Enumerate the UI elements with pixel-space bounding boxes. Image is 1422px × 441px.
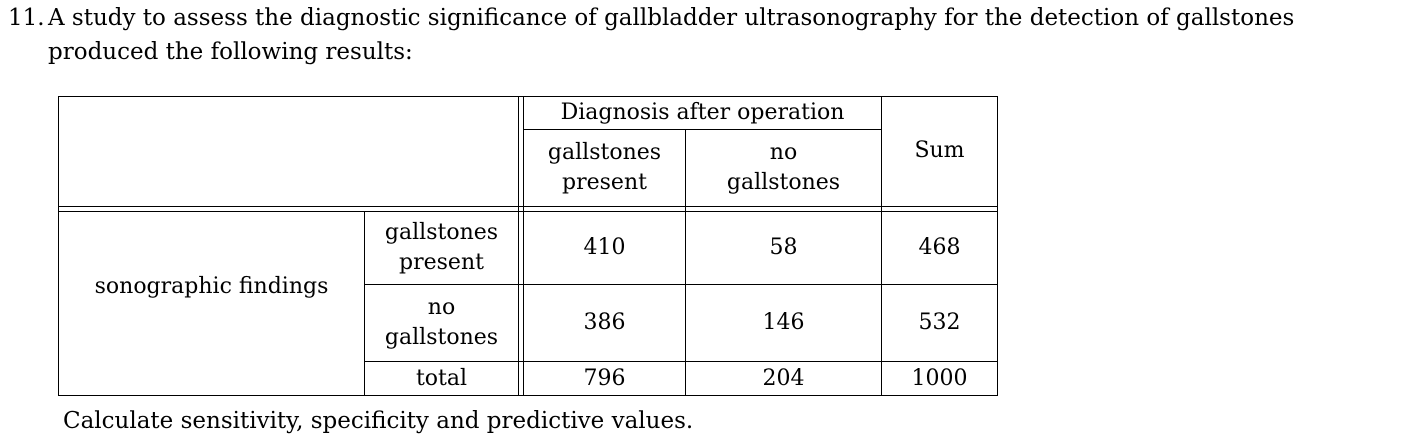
table-rule-under-group-header [523,129,881,130]
header-col-no-gallstones-line-1: no [769,140,798,165]
row-1-label-line-2: present [399,250,484,275]
instruction-text: Calculate sensitivity, specificity and p… [63,408,694,434]
row-total-label: total [365,362,518,395]
row-group-label: sonographic findings [59,212,364,362]
table-rule-mid [685,129,686,396]
header-col-sum: Sum [882,96,997,206]
table-rule-bottom [58,395,998,396]
table-rule-double-2 [523,96,524,396]
header-col-gallstones-present-line-1: gallstones [547,140,662,165]
row-total-label-text: total [415,365,468,391]
row-1-none-value: 58 [769,235,798,260]
row-1-sum-value: 468 [918,235,961,260]
row-2-none-value: 146 [762,310,805,335]
row-2-sum-value: 532 [918,310,961,335]
header-col-no-gallstones: no gallstones [686,130,881,206]
table-rule-top [58,96,998,97]
table-rule-sum [881,96,882,396]
row-1-label: gallstones present [365,212,518,284]
header-col-no-gallstones-line-2: gallstones [726,170,841,195]
row-2-sum: 532 [882,285,997,361]
header-col-sum-text: Sum [914,138,965,163]
problem-number: 11. [8,5,45,31]
row-total-none: 204 [686,362,881,395]
row-total-present-value: 796 [583,365,626,391]
contingency-table: Diagnosis after operation gallstones pre… [58,96,998,396]
table-rule-header-bottom-2 [58,211,998,212]
row-1-sum: 468 [882,212,997,284]
row-1-present: 410 [524,212,685,284]
table-rule-left [58,96,59,396]
table-rule-row-1 [364,284,998,285]
header-col-gallstones-present-line-2: present [562,170,647,195]
row-total-present: 796 [524,362,685,395]
table-rule-stub-divider [364,212,365,396]
row-2-present-value: 386 [583,310,626,335]
header-col-gallstones-present: gallstones present [524,130,685,206]
row-2-label-line-2: gallstones [384,325,499,350]
row-2-none: 146 [686,285,881,361]
row-1-present-value: 410 [583,235,626,260]
row-2-present: 386 [524,285,685,361]
row-1-none: 58 [686,212,881,284]
problem-statement-line-2: produced the following results: [48,39,413,65]
table-rule-row-2 [364,361,998,362]
row-2-label: no gallstones [365,285,518,361]
table-rule-double-1 [518,96,519,396]
row-group-label-text: sonographic findings [94,274,329,299]
row-total-sum-value: 1000 [911,365,968,391]
header-diagnosis-group: Diagnosis after operation [524,96,881,129]
row-total-none-value: 204 [762,365,805,391]
row-2-label-line-1: no [427,295,456,320]
row-total-sum: 1000 [882,362,997,395]
table-rule-right [997,96,998,396]
header-diagnosis-text: Diagnosis after operation [560,99,845,125]
row-1-label-line-1: gallstones [384,220,499,245]
table-rule-header-bottom-1 [58,206,998,207]
problem-statement-line-1: A study to assess the diagnostic signifi… [48,5,1295,31]
